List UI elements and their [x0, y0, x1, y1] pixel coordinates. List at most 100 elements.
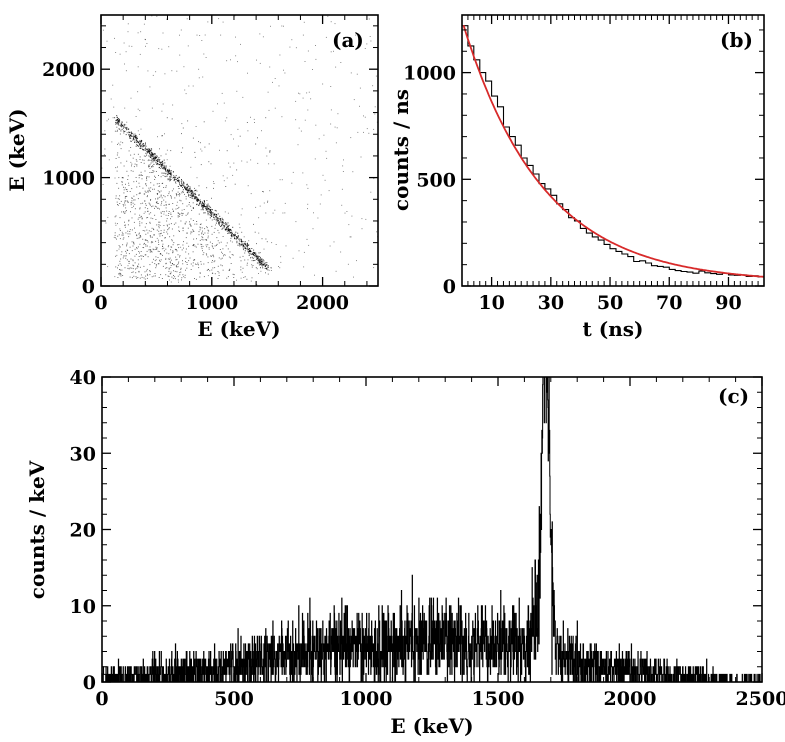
panel-a-point: [138, 142, 140, 144]
panel-a-point: [201, 203, 202, 205]
panel-a-point: [185, 221, 187, 223]
panel-a-point: [138, 270, 140, 272]
panel-a-point: [333, 50, 334, 52]
panel-a-point: [161, 48, 163, 50]
panel-a-point: [231, 231, 233, 233]
panel-a-point: [143, 149, 145, 151]
panel-a-point: [196, 190, 198, 192]
panel-a-point: [217, 271, 219, 272]
panel-a-point: [187, 190, 189, 191]
panel-a-point: [335, 142, 337, 144]
panel-a-point: [151, 206, 153, 208]
panel-a-point: [166, 18, 168, 20]
panel-a-point: [124, 197, 126, 199]
panel-a-point: [139, 140, 141, 142]
panel-a-point: [113, 106, 115, 108]
panel-a-point: [155, 202, 157, 203]
panel-a-point: [359, 87, 361, 89]
panel-a-point: [239, 135, 241, 137]
panel-a-point: [117, 118, 119, 120]
panel-a-point: [131, 163, 133, 165]
panel-a-point: [272, 212, 274, 214]
panel-a-point: [202, 206, 204, 208]
panel-a-point: [187, 213, 189, 215]
panel-a-point: [219, 149, 220, 151]
panel-a-point: [253, 254, 255, 255]
panel-a-point: [173, 270, 174, 272]
panel-a-point: [244, 276, 246, 278]
panel-a-point: [167, 171, 169, 173]
panel-a-point: [199, 272, 201, 274]
panel-a-point: [164, 133, 165, 135]
panel-a-point: [128, 45, 130, 47]
panel-a-point: [183, 66, 185, 68]
panel-a-point: [298, 127, 300, 129]
panel-a-point: [176, 194, 177, 195]
panel-a-point: [178, 195, 180, 197]
panel-a-point: [214, 213, 215, 215]
panel-a-point: [121, 181, 123, 183]
panel-a-point: [150, 153, 152, 155]
panel-a-point: [102, 29, 104, 31]
panel-a-point: [128, 134, 130, 136]
panel-a-point: [161, 240, 163, 242]
panel-a-point: [151, 156, 153, 157]
panel-a-point: [146, 150, 148, 152]
panel-a-point: [352, 171, 354, 173]
panel-a-point: [140, 215, 142, 217]
panel-a-point: [118, 156, 120, 158]
panel-a-point: [190, 190, 192, 192]
panel-a-point: [344, 212, 346, 214]
panel-a-point: [130, 204, 132, 206]
panel-a-point: [267, 201, 268, 203]
panel-a-point: [247, 185, 249, 187]
panel-a-point: [175, 256, 177, 258]
panel-a-point: [176, 250, 178, 252]
panel-a-point: [132, 202, 134, 204]
panel-a-point: [245, 247, 247, 249]
panel-a-point: [206, 226, 208, 228]
panel-a-point: [158, 230, 160, 232]
panel-a-point: [146, 277, 148, 279]
panel-a-point: [163, 187, 165, 188]
panel-a-point: [136, 235, 138, 237]
panel-a-point: [241, 208, 243, 210]
panel-a-point: [123, 165, 125, 167]
panel-a-point: [127, 201, 129, 203]
panel-a-point: [166, 267, 168, 269]
panel-a-point: [211, 215, 213, 217]
panel-a-point: [166, 159, 168, 161]
panel-a-point: [137, 130, 139, 132]
panel-a-point: [191, 195, 193, 197]
panel-a-point: [178, 230, 180, 232]
panel-a-point: [195, 278, 197, 280]
panel-a-point: [176, 271, 178, 273]
panel-a-point: [203, 276, 205, 278]
panel-a-point: [330, 123, 332, 125]
panel-a-point: [138, 233, 140, 235]
panel-a-point: [202, 204, 204, 206]
panel-a-point: [139, 53, 141, 55]
panel-a-point: [119, 269, 121, 271]
panel-a-point: [177, 254, 179, 256]
panel-a-point: [171, 239, 173, 241]
panel-a-point: [181, 249, 183, 251]
panel-a-point: [140, 274, 142, 276]
panel-a-point: [171, 228, 173, 230]
panel-a-point: [160, 259, 162, 261]
panel-a-point: [162, 160, 164, 162]
panel-a-point: [207, 208, 209, 210]
panel-a-point: [169, 261, 171, 263]
panel-a-point: [304, 61, 306, 62]
panel-a-point: [187, 120, 189, 122]
panel-a-point: [176, 201, 178, 203]
panel-a-point: [163, 225, 165, 226]
panel-a-point: [152, 159, 154, 161]
panel-a-point: [133, 242, 135, 244]
panel-a-point: [346, 211, 348, 212]
panel-a-point: [156, 159, 158, 161]
panel-a-point: [201, 201, 203, 203]
panel-a-point: [149, 222, 151, 224]
